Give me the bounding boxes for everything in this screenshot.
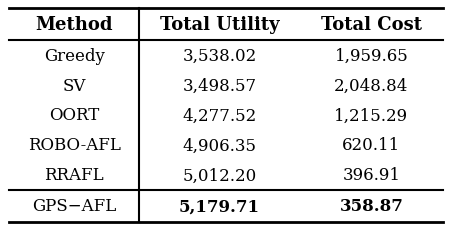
- Text: 5,012.20: 5,012.20: [182, 167, 256, 184]
- Text: 4,906.35: 4,906.35: [182, 137, 256, 154]
- Text: 1,959.65: 1,959.65: [334, 47, 407, 64]
- Text: 1,215.29: 1,215.29: [334, 107, 408, 124]
- Text: GPS−AFL: GPS−AFL: [32, 198, 116, 214]
- Text: Total Cost: Total Cost: [320, 16, 421, 34]
- Text: Total Utility: Total Utility: [159, 16, 279, 34]
- Text: 396.91: 396.91: [341, 167, 400, 184]
- Text: 3,538.02: 3,538.02: [182, 47, 256, 64]
- Text: SV: SV: [62, 77, 86, 94]
- Text: 358.87: 358.87: [339, 198, 402, 214]
- Text: RRAFL: RRAFL: [44, 167, 104, 184]
- Text: 2,048.84: 2,048.84: [333, 77, 408, 94]
- Text: OORT: OORT: [49, 107, 99, 124]
- Text: ROBO-AFL: ROBO-AFL: [28, 137, 120, 154]
- Text: 620.11: 620.11: [341, 137, 400, 154]
- Text: 4,277.52: 4,277.52: [182, 107, 256, 124]
- Text: Method: Method: [35, 16, 113, 34]
- Text: Greedy: Greedy: [44, 47, 104, 64]
- Text: 3,498.57: 3,498.57: [182, 77, 256, 94]
- Text: 5,179.71: 5,179.71: [179, 198, 259, 214]
